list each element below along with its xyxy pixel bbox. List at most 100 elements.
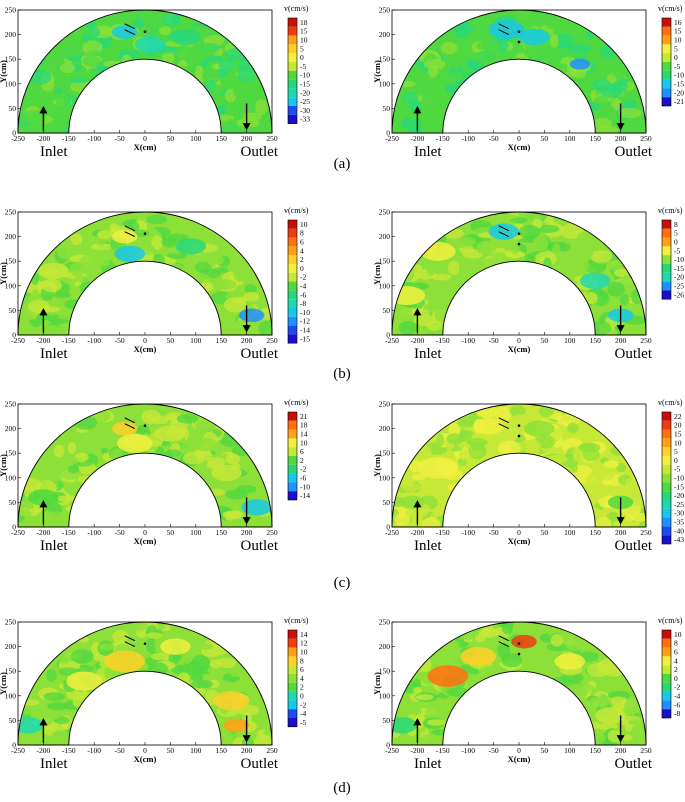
x-axis-title: X(cm) (508, 536, 531, 546)
x-tick-label: 100 (564, 528, 576, 537)
colorbar-swatch (288, 88, 297, 98)
colorbar-label: -10 (674, 71, 684, 80)
x-tick-label: 250 (640, 134, 652, 143)
field-cell (498, 440, 522, 457)
annulus-outline (391, 211, 647, 336)
field-cell (550, 34, 559, 48)
colorbar-label: -10 (300, 71, 310, 80)
guide-vane (498, 23, 510, 30)
y-tick-label: 50 (9, 716, 17, 725)
colorbar-swatch (662, 630, 671, 639)
field-blob (488, 20, 525, 40)
outlet-arrow-head (242, 123, 251, 131)
field-cell (431, 273, 452, 281)
x-tick-label: 150 (590, 336, 602, 345)
x-axis-title: X(cm) (508, 142, 531, 152)
field-blob (519, 28, 550, 46)
field-cell (175, 45, 196, 62)
field-cell (588, 697, 612, 707)
colorbar-label: -33 (300, 115, 310, 124)
field-cell (567, 422, 580, 434)
x-tick-label: -200 (411, 336, 425, 345)
y-tick-label: 250 (379, 6, 391, 15)
outlet-arrow-head (616, 325, 625, 333)
colorbar-label: 15 (674, 27, 682, 36)
field-cell (64, 456, 79, 465)
field-cell (224, 512, 235, 521)
field-cell (458, 449, 470, 461)
probe-dot (517, 424, 521, 427)
colorbar-label: 4 (300, 674, 304, 683)
field-blob (554, 653, 586, 670)
y-tick-label: 0 (386, 129, 390, 138)
x-axis-title: X(cm) (134, 536, 157, 546)
colorbar-swatch (288, 44, 297, 54)
field-cell (255, 99, 268, 115)
colorbar-label: 22 (674, 412, 682, 421)
field-cell (151, 235, 164, 250)
colorbar-swatch (288, 290, 297, 300)
colorbar-swatch (662, 682, 671, 692)
x-tick-label: 150 (216, 746, 228, 755)
x-tick-label: 0 (517, 746, 521, 755)
x-tick-label: -100 (87, 134, 101, 143)
field-cell (443, 52, 455, 65)
x-tick-label: 200 (241, 528, 253, 537)
field-cell (605, 105, 617, 120)
colorbar-swatch (288, 456, 297, 465)
colorbar-swatch (662, 290, 671, 300)
colorbar-swatch (662, 62, 671, 71)
field-cell (69, 233, 83, 246)
y-tick-label: 150 (379, 667, 391, 676)
field-cell (221, 118, 241, 133)
guide-vane (124, 423, 136, 430)
colorbar-swatch (662, 420, 671, 430)
field-cell (42, 511, 64, 519)
colorbar-swatch (288, 334, 297, 344)
colorbar-label: 0 (300, 692, 304, 701)
annulus-outline (17, 9, 273, 134)
y-axis-title: Y(cm) (0, 262, 8, 285)
probe-dot (143, 30, 147, 33)
colorbar-title: v(cm/s) (658, 206, 683, 215)
field-cell (456, 419, 477, 428)
colorbar-label: 0 (300, 53, 304, 62)
colorbar-swatch (288, 316, 297, 326)
y-tick-label: 200 (5, 642, 17, 651)
field-cell (145, 638, 157, 654)
field-cell (544, 16, 566, 31)
field-cell (208, 68, 220, 84)
colorbar-swatch (288, 255, 297, 264)
probe-dot (143, 642, 147, 645)
colorbar-label: 14 (300, 430, 308, 439)
y-tick-label: 0 (12, 523, 16, 532)
field-blob (111, 25, 138, 39)
colorbar-swatch (288, 647, 297, 657)
y-tick-label: 100 (379, 281, 391, 290)
field-cell (135, 426, 148, 436)
x-tick-label: -100 (461, 528, 475, 537)
field-cell (217, 657, 236, 668)
guide-vane (498, 635, 510, 642)
x-tick-label: -200 (37, 746, 51, 755)
guide-vane (124, 23, 136, 30)
colorbar-label: 10 (674, 36, 682, 45)
colorbar-label: 4 (674, 656, 678, 665)
field-cell (54, 87, 63, 95)
colorbar-label: -4 (674, 692, 680, 701)
field-cell (164, 449, 182, 457)
field-cell (609, 696, 627, 705)
x-tick-label: 50 (541, 336, 549, 345)
guide-vane (498, 29, 510, 36)
x-tick-label: 150 (216, 336, 228, 345)
annulus-outline (17, 403, 273, 528)
y-tick-label: 200 (379, 30, 391, 39)
colorbar-label: -2 (674, 683, 680, 692)
colorbar-swatch (662, 500, 671, 509)
field-cell (182, 451, 206, 465)
field-blob (223, 718, 250, 733)
y-tick-label: 150 (379, 449, 391, 458)
field-cell (176, 228, 186, 235)
colorbar-label: 0 (300, 264, 304, 273)
field-cell (405, 508, 421, 519)
